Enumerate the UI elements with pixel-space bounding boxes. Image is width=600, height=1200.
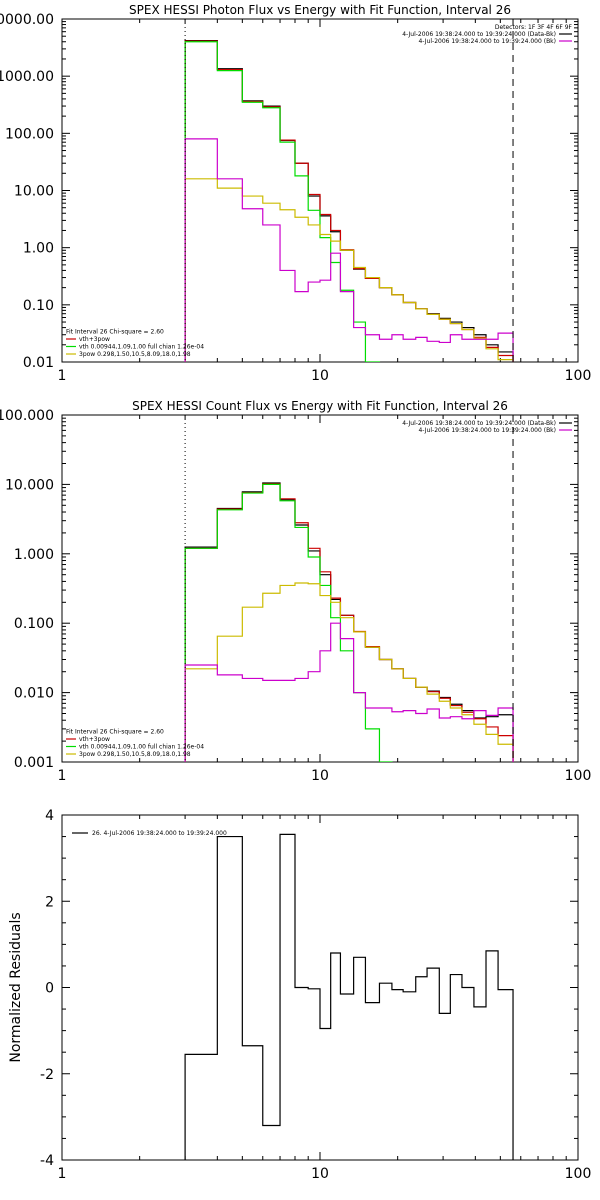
legend-entry: 4-Jul-2006 19:38:24.000 to 19:39:24.000 … xyxy=(402,31,556,38)
x-axis: 1 10 100 xyxy=(58,415,592,784)
series-black-line xyxy=(184,39,514,362)
y-axis: 0.001 0.010 0.100 1.000 10.000 100.000 xyxy=(0,408,578,771)
panel-1: SPEX HESSI Photon Flux vs Energy with Fi… xyxy=(0,3,592,384)
chart-title: SPEX HESSI Count Flux vs Energy with Fit… xyxy=(132,399,508,413)
series-magenta-line xyxy=(184,622,514,762)
x-tick-label: 1 xyxy=(58,1166,67,1182)
legend-entry: 26. 4-Jul-2006 19:38:24.000 to 19:39:24.… xyxy=(92,830,227,837)
y-tick-label: 1000.00 xyxy=(0,69,54,85)
y-tick-label: 10.00 xyxy=(14,184,54,200)
plot-frame xyxy=(61,814,579,1161)
y-tick-label: -4 xyxy=(40,1153,54,1169)
panel-2: SPEX HESSI Count Flux vs Energy with Fit… xyxy=(0,399,592,784)
y-tick-label: -2 xyxy=(40,1067,54,1083)
legend-entry: 4-Jul-2006 19:38:24.000 to 19:39:24.000 … xyxy=(418,427,556,434)
y-tick-label: 0.001 xyxy=(14,755,54,771)
legend-entry: 3pow 0.298,1.50,10.5,8.09,18.0,1.98 xyxy=(79,751,191,758)
legend-entry: 3pow 0.298,1.50,10.5,8.09,18.0,1.98 xyxy=(79,351,191,358)
legend-entry: Fit Interval 26 Chi-square = 2.60 xyxy=(66,729,164,736)
x-tick-label: 100 xyxy=(565,1166,592,1182)
x-tick-label: 1 xyxy=(58,768,67,784)
series-black-line xyxy=(184,833,514,1160)
chart-title: SPEX HESSI Photon Flux vs Energy with Fi… xyxy=(129,3,511,17)
x-tick-label: 100 xyxy=(565,768,592,784)
x-tick-label: 10 xyxy=(311,768,329,784)
plot-frame xyxy=(61,18,579,363)
y-tick-label: 1.000 xyxy=(14,547,54,563)
legend-entry: vth+3pow xyxy=(79,336,110,343)
y-tick-label: 0.01 xyxy=(23,355,54,371)
series-black-line xyxy=(184,482,514,762)
legend-entry: 4-Jul-2006 19:38:24.000 to 19:39:24.000 … xyxy=(418,38,556,45)
legend-entry: vth+3pow xyxy=(79,736,110,743)
series-red-line xyxy=(184,483,514,762)
panel-3: 1 10 100 -4 -2 0 2 4 Normalized Residuals 26. 4-J… xyxy=(8,808,592,1182)
x-tick-label: 10 xyxy=(311,368,329,384)
y-tick-label: 0.10 xyxy=(23,298,54,314)
y-tick-label: 10.000 xyxy=(5,477,54,493)
legend-entry: vth 0.00944,1.09,1.00 full chian 1.26e-0… xyxy=(79,744,204,751)
series-red-line xyxy=(184,40,514,362)
y-axis: -4 -2 0 2 4 xyxy=(40,808,578,1169)
plot-area xyxy=(184,415,514,762)
plot-area xyxy=(184,19,514,362)
x-tick-label: 1 xyxy=(58,368,67,384)
legend-bottom-left: Fit Interval 26 Chi-square = 2.60vth+3po… xyxy=(66,329,204,358)
legend-bottom-left: Fit Interval 26 Chi-square = 2.60vth+3po… xyxy=(66,729,204,758)
legend-top-right: Detectors: 1F 3F 4F 6F 9F4-Jul-2006 19:3… xyxy=(402,24,572,45)
y-tick-label: 100.000 xyxy=(0,408,54,424)
x-tick-label: 10 xyxy=(311,1166,329,1182)
legend-entry: Detectors: 1F 3F 4F 6F 9F xyxy=(495,24,573,31)
x-axis: 1 10 100 xyxy=(58,19,592,384)
legend-top-right: 4-Jul-2006 19:38:24.000 to 19:39:24.000 … xyxy=(402,420,572,434)
y-tick-label: 10000.00 xyxy=(0,12,54,28)
y-axis-label: Normalized Residuals xyxy=(8,912,24,1062)
legend-entry: vth 0.00944,1.09,1.00 full chian 1.26e-0… xyxy=(79,344,204,351)
legend-top-left: 26. 4-Jul-2006 19:38:24.000 to 19:39:24.… xyxy=(72,830,227,837)
y-tick-label: 100.00 xyxy=(5,126,54,142)
x-axis: 1 10 100 xyxy=(58,815,592,1182)
y-tick-label: 4 xyxy=(45,808,54,824)
series-yellow-line xyxy=(184,582,514,762)
y-tick-label: 0.010 xyxy=(14,686,54,702)
series-green-line xyxy=(184,41,381,362)
y-tick-label: 0 xyxy=(45,981,54,997)
series-yellow-line xyxy=(184,178,514,362)
legend-entry: Fit Interval 26 Chi-square = 2.60 xyxy=(66,329,164,336)
x-tick-label: 100 xyxy=(565,368,592,384)
series-magenta-line xyxy=(184,138,514,362)
y-tick-label: 2 xyxy=(45,894,54,910)
legend-entry: 4-Jul-2006 19:38:24.000 to 19:39:24.000 … xyxy=(402,420,556,427)
y-axis: 0.01 0.10 1.00 10.00 100.00 1000.00 10000.00 xyxy=(0,12,578,371)
series-green-line xyxy=(184,483,393,762)
y-tick-label: 1.00 xyxy=(23,241,54,257)
y-tick-label: 0.100 xyxy=(14,616,54,632)
plot-area xyxy=(184,833,514,1160)
